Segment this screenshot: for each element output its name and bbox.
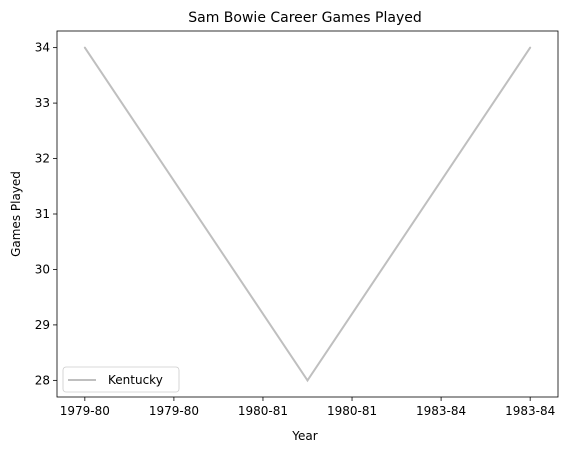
x-axis-label: Year [291, 429, 317, 443]
series-layer [83, 46, 532, 383]
x-tick-label: 1979-80 [149, 404, 199, 418]
plot-frame [56, 30, 559, 398]
y-tick-label: 32 [35, 152, 50, 166]
legend-label-kentucky: Kentucky [108, 373, 163, 387]
x-tick-label: 1980-81 [238, 404, 288, 418]
y-tick-label: 31 [35, 207, 50, 221]
x-tick-label: 1980-81 [327, 404, 377, 418]
y-axis-label: Games Played [9, 171, 23, 257]
y-tick-label: 29 [35, 318, 50, 332]
y-tick-label: 28 [35, 373, 50, 387]
data-point [529, 46, 532, 49]
legend-box [62, 366, 180, 393]
axis-ticks: 1979-80 1979-80 1980-81 1980-81 1983-84 1983-… [35, 41, 556, 418]
x-tick-label: 1983-84 [416, 404, 466, 418]
x-tick-label: 1979-80 [60, 404, 110, 418]
x-tick-label: 1983-84 [505, 404, 555, 418]
data-point [306, 379, 309, 382]
y-tick-label: 30 [35, 262, 50, 276]
data-point [83, 46, 86, 49]
legend: Kentucky [62, 366, 180, 393]
y-tick-label: 34 [35, 41, 50, 55]
plot-area [57, 31, 558, 397]
chart-title: Sam Bowie Career Games Played [188, 10, 421, 26]
y-tick-label: 33 [35, 96, 50, 110]
